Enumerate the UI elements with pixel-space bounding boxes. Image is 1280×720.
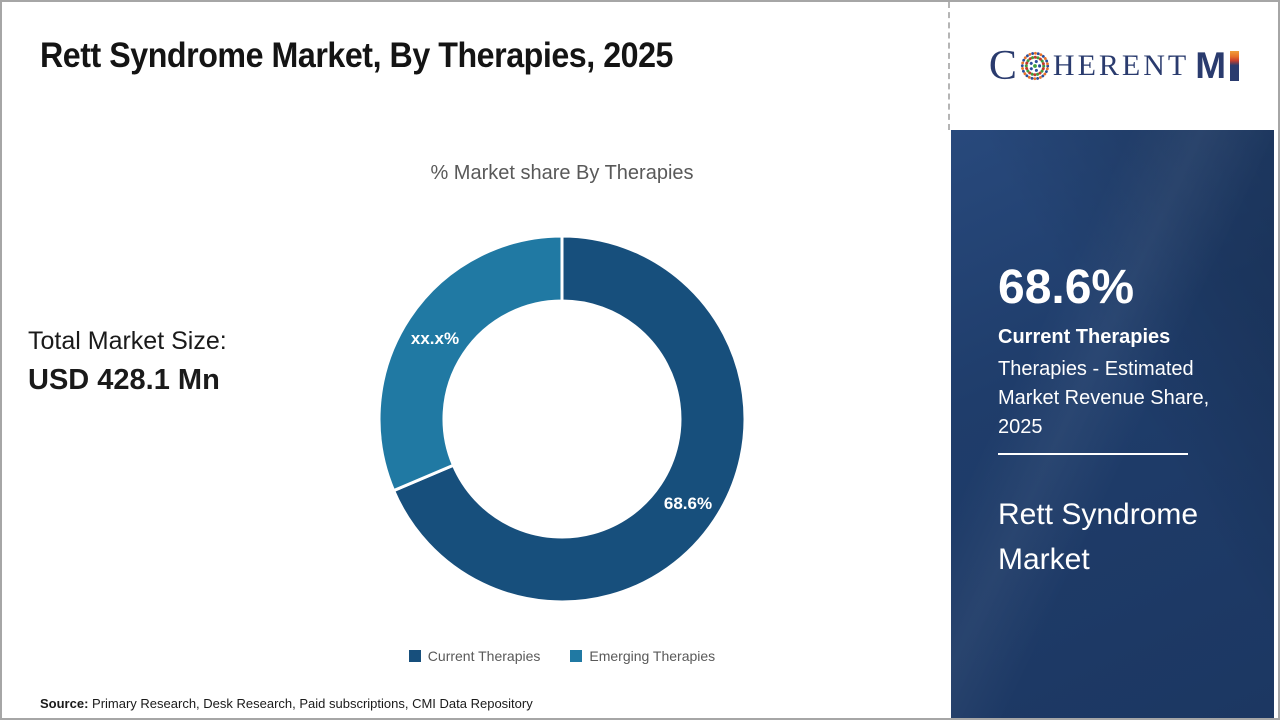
- total-market-size-block: Total Market Size: USD 428.1 Mn: [28, 327, 227, 397]
- sidebar-stat-description: Therapies - Estimated Market Revenue Sha…: [998, 358, 1210, 438]
- sidebar-panel: 68.6% Current Therapies Therapies - Esti…: [951, 130, 1274, 718]
- logo-letter-i-mark: [1230, 51, 1240, 82]
- sidebar-divider: [998, 453, 1188, 455]
- logo-globe-icon: [1020, 51, 1050, 81]
- legend-swatch-current-therapies: [408, 650, 421, 662]
- logo-letter-m: M: [1195, 44, 1227, 86]
- total-market-size-value: USD 428.1 Mn: [28, 364, 220, 396]
- donut-slice-current-therapies: [391, 234, 747, 604]
- legend-item-current-therapies: Current Therapies: [408, 648, 541, 664]
- legend-label-emerging-therapies: Emerging Therapies: [589, 648, 716, 664]
- donut-label-emerging: xx.x%: [411, 329, 459, 348]
- dashed-divider: [948, 2, 950, 130]
- legend-label-current-therapies: Current Therapies: [427, 648, 541, 664]
- source-prefix: Source:: [40, 696, 89, 711]
- logo-letter-c: C: [988, 43, 1017, 89]
- sidebar-stat-label: Current Therapies: [998, 326, 1171, 348]
- total-market-size-label: Total Market Size:: [28, 327, 227, 355]
- chart-legend: Current Therapies Emerging Therapies: [162, 648, 962, 664]
- source-line: Source: Primary Research, Desk Research,…: [40, 696, 533, 711]
- chart-title: % Market share By Therapies: [430, 162, 694, 184]
- legend-swatch-emerging-therapies: [570, 650, 583, 662]
- logo-row: C HERENT M: [988, 43, 1240, 89]
- sidebar-stat-value: 68.6%: [998, 261, 1135, 314]
- donut-slice-emerging-therapies: [377, 234, 564, 493]
- brand-logo: C HERENT M: [950, 2, 1278, 130]
- logo-text-coherent: HERENT: [1052, 49, 1190, 82]
- donut-label-current: 68.6%: [664, 494, 712, 513]
- source-text: Primary Research, Desk Research, Paid su…: [88, 696, 533, 711]
- page-title: Rett Syndrome Market, By Therapies, 2025: [40, 36, 674, 75]
- logo-text-mi: M: [1195, 44, 1240, 86]
- sidebar-product-title: Rett Syndrome Market: [998, 498, 1199, 576]
- legend-item-emerging-therapies: Emerging Therapies: [570, 648, 715, 664]
